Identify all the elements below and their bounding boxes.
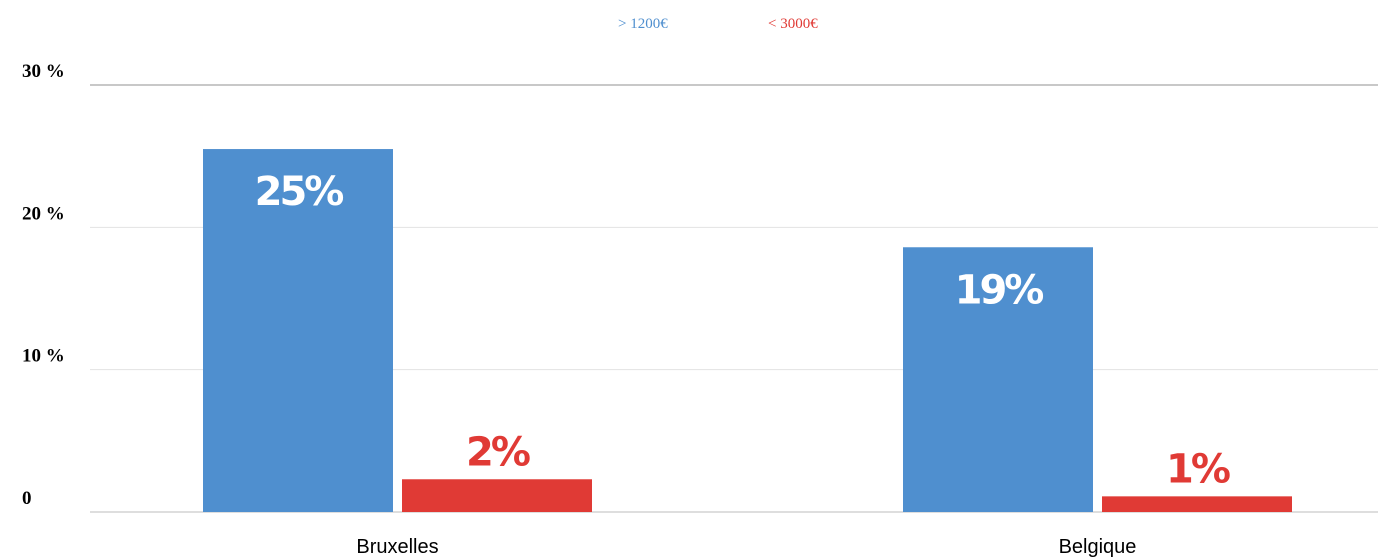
- y-tick-label: 10 %: [22, 346, 65, 367]
- data-labels: 25% 2% 19% 1%: [255, 169, 1233, 492]
- bar-bruxelles-series-1: [203, 149, 393, 513]
- x-axis-ticks: Bruxelles Belgique: [356, 536, 1136, 558]
- y-tick-label: 0: [22, 488, 32, 509]
- bar-bruxelles-series-2: [402, 479, 592, 512]
- x-tick-label: Belgique: [1059, 536, 1137, 558]
- data-label: 19%: [955, 267, 1044, 313]
- legend-item-series-1: > 1200€: [618, 16, 668, 32]
- bar-belgique-series-2: [1102, 496, 1292, 512]
- bars: [203, 149, 1292, 513]
- data-label: 2%: [466, 429, 530, 475]
- y-axis-ticks: 0 10 % 20 % 30 %: [22, 61, 65, 509]
- legend-item-series-2: < 3000€: [768, 16, 818, 32]
- data-label: 1%: [1166, 446, 1230, 492]
- x-tick-label: Bruxelles: [356, 536, 438, 558]
- data-label: 25%: [255, 169, 344, 215]
- y-tick-label: 20 %: [22, 203, 65, 224]
- bar-belgique-series-1: [903, 247, 1093, 512]
- legend: > 1200€ < 3000€: [618, 16, 818, 32]
- y-tick-label: 30 %: [22, 61, 65, 82]
